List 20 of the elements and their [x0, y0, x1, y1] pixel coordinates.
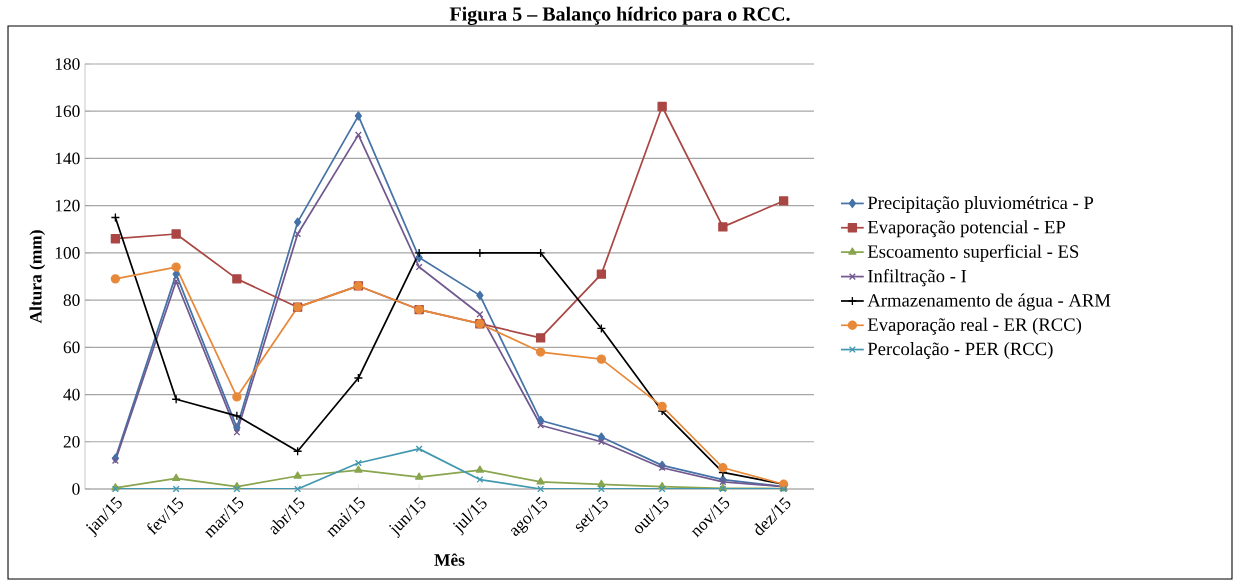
y-tick-label: 100 [55, 247, 80, 259]
y-tick-label: 140 [55, 152, 80, 165]
legend-label: Evaporação potencial - EP [867, 220, 1066, 238]
legend-label: Escoamento superficial - ES [867, 244, 1079, 262]
y-tick-label: 120 [55, 199, 80, 212]
legend-label: Infiltração - I [867, 269, 967, 287]
y-tick-label: 80 [63, 294, 80, 306]
y-tick-label: 20 [63, 435, 80, 448]
y-tick-label: 40 [63, 388, 80, 401]
legend-label: Precipitação pluviométrica - P [867, 195, 1094, 213]
chart-title: Figura 5 – Balanço hídrico para o RCC. [449, 6, 790, 26]
y-tick-label: 180 [55, 58, 80, 70]
y-axis-title: Altura (mm) [29, 230, 46, 324]
y-tick-label: 0 [72, 483, 80, 495]
y-tick-label: 60 [63, 341, 80, 354]
legend-label: Percolação - PER (RCC) [867, 342, 1053, 360]
x-axis-title: Mês [434, 553, 465, 566]
legend-label: Armazenamento de água - ARM [867, 293, 1111, 311]
legend-label: Evaporação real - ER (RCC) [867, 317, 1082, 335]
y-tick-label: 160 [55, 105, 80, 118]
